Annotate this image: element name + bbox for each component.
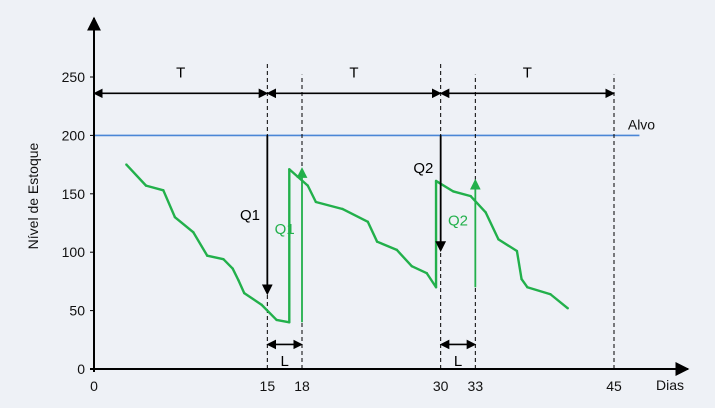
inventory-data-point [231,267,234,270]
x-tick-label: 15 [260,378,276,394]
inventory-data-point [192,231,195,234]
series-layer [125,163,569,324]
annotations-layer: T T T L L Q1 Q1 Q2 Q2 [93,64,615,370]
x-axis-label: Dias [656,377,684,393]
inventory-data-point [425,272,428,275]
quantity-label: Q1 [275,221,295,238]
x-tick-label: 0 [90,378,98,394]
ticks-layer: 0 50 100 150 200 250 0 15 18 30 33 45 [62,69,622,394]
inventory-data-point [375,240,379,243]
inventory-data-point [434,286,438,289]
y-tick-label: 200 [62,127,86,143]
x-tick-label: 33 [468,378,484,394]
y-tick-label: 0 [77,361,85,377]
y-tick-label: 50 [69,303,85,319]
inventory-data-point [566,307,569,310]
y-tick-label: 250 [62,69,86,85]
inventory-data-point [206,254,209,257]
target-label: Alvo [628,116,655,132]
inventory-data-point [162,189,165,192]
inventory-data-point [306,184,309,187]
inventory-data-point [366,220,370,224]
inventory-data-point [549,293,552,296]
inventory-data-point [275,318,278,322]
y-tick-label: 100 [62,244,86,260]
inventory-data-point [497,238,500,241]
interval-label: T [349,64,358,81]
interval-label: L [454,353,462,370]
inventory-data-point [515,249,519,253]
inventory-data-point [434,179,438,183]
interval-label: T [176,64,185,81]
inventory-data-point [260,303,263,306]
reference-layer: Alvo [94,116,655,137]
inventory-data-point [243,291,246,295]
x-tick-label: 45 [606,378,622,394]
inventory-data-point [288,321,291,324]
inventory-data-point [288,168,291,171]
inventory-data-point [144,184,148,187]
x-tick-label: 30 [433,378,449,394]
y-axis-label: Nível de Estoque [25,142,41,249]
interval-label: L [280,353,288,370]
inventory-data-point [314,200,318,204]
inventory-data-point [410,265,413,268]
inventory-data-point [222,258,225,261]
inventory-data-point [237,279,240,282]
inventory-series-line [125,163,569,324]
inventory-data-point [395,248,398,252]
inventory-data-point [469,194,472,198]
inventory-data-point [526,286,529,289]
inventory-data-point [125,163,128,166]
x-tick-label: 18 [294,378,310,394]
inventory-data-point [341,207,344,211]
inventory-data-point [452,190,455,193]
y-tick-label: 150 [62,186,86,202]
inventory-data-point [484,211,487,214]
quantity-label: Q2 [448,213,468,230]
inventory-data-point [173,215,177,219]
quantity-label: Q1 [240,207,260,224]
inventory-data-point [520,277,523,281]
quantity-label: Q2 [413,160,433,177]
interval-label: T [523,64,532,81]
